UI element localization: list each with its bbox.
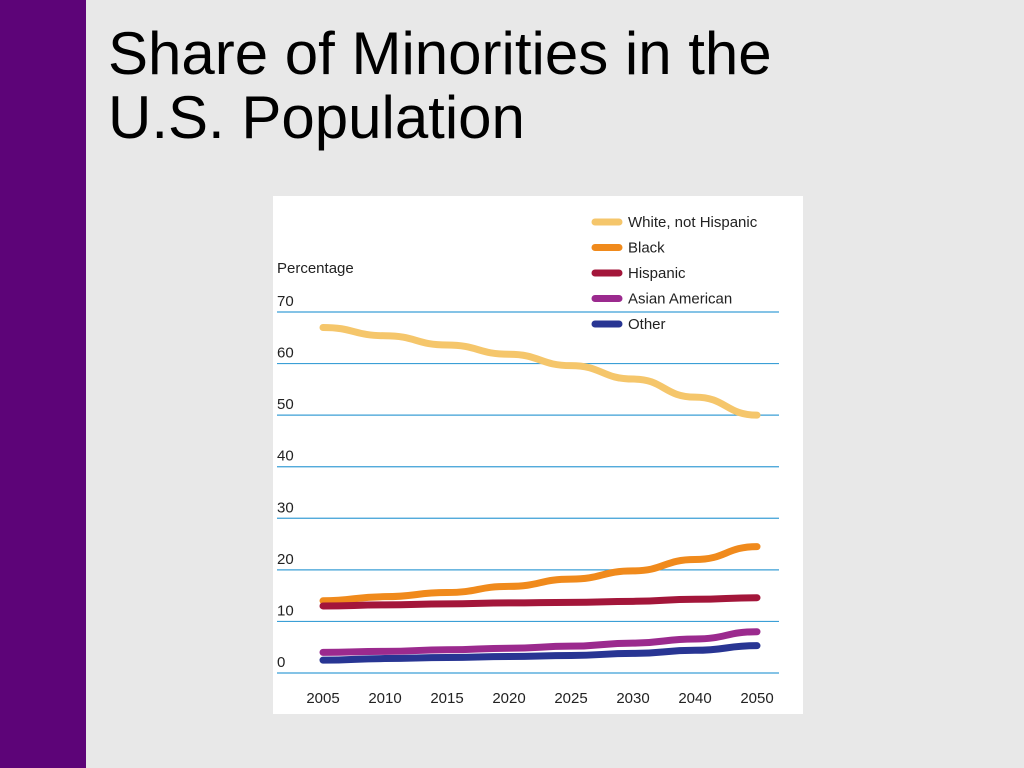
- y-tick-label: 30: [277, 499, 294, 516]
- series-layer: [319, 323, 761, 664]
- y-tick-label: 40: [277, 448, 294, 465]
- slide-title: Share of Minorities in the U.S. Populati…: [108, 22, 988, 150]
- y-tick-label: 50: [277, 396, 294, 413]
- x-tick-label: 2010: [368, 690, 401, 707]
- x-tick-label: 2005: [306, 690, 339, 707]
- y-tick-label: 70: [277, 293, 294, 310]
- legend-label: Other: [628, 316, 666, 333]
- slide-title-line-1: Share of Minorities in the: [108, 20, 772, 87]
- legend-label: Black: [628, 240, 665, 257]
- y-tick-label: 0: [277, 654, 285, 671]
- x-tick-label: 2020: [492, 690, 525, 707]
- x-tick-labels: 2005 2010 2015 2020 2025 2030 2040 2050: [306, 690, 773, 707]
- x-tick-label: 2030: [616, 690, 649, 707]
- x-tick-label: 2015: [430, 690, 463, 707]
- series-line-white-not-hispanic: [319, 323, 761, 419]
- legend: White, not Hispanic Black Hispanic Asian Am…: [591, 214, 758, 333]
- slide-title-line-2: U.S. Population: [108, 84, 525, 151]
- grid-layer: [277, 311, 779, 674]
- series-line-black: [319, 543, 761, 605]
- legend-label: Hispanic: [628, 265, 686, 282]
- x-tick-label: 2025: [554, 690, 587, 707]
- line-chart-panel: 0 10 20 30 40 50 60 70 2005 2010 2015 2020 2025 2030…: [273, 196, 803, 714]
- x-tick-label: 2050: [740, 690, 773, 707]
- x-tick-label: 2040: [678, 690, 711, 707]
- y-axis-label: Percentage: [277, 260, 354, 277]
- legend-label: White, not Hispanic: [628, 214, 758, 231]
- legend-label: Asian American: [628, 291, 732, 308]
- y-tick-label: 10: [277, 602, 294, 619]
- y-tick-labels: 0 10 20 30 40 50 60 70: [277, 293, 294, 671]
- side-accent-bar: [0, 0, 86, 768]
- series-line-other: [319, 642, 761, 664]
- y-tick-label: 60: [277, 345, 294, 362]
- series-line-hispanic: [319, 594, 761, 610]
- series-line-asian-american: [319, 628, 761, 656]
- y-tick-label: 20: [277, 551, 294, 568]
